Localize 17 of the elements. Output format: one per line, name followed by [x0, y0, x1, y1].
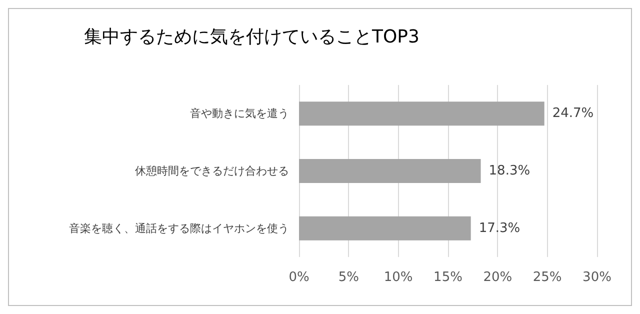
bar — [299, 159, 481, 183]
x-tick-label: 20% — [483, 270, 512, 285]
x-tick-label: 25% — [532, 270, 562, 285]
bar — [299, 102, 544, 126]
bar — [299, 216, 471, 240]
x-tick-label: 30% — [582, 270, 612, 285]
x-tick-label: 10% — [384, 270, 413, 285]
y-tick-label: 休憩時間をできるだけ合わせる — [135, 164, 289, 178]
data-label: 18.3% — [488, 164, 530, 178]
x-tick-label: 15% — [434, 270, 462, 285]
y-tick-label: 音や動きに気を遣う — [190, 107, 289, 120]
data-label: 17.3% — [478, 220, 520, 236]
x-tick-label: 5% — [338, 270, 359, 285]
chart-title: 集中するために気を付けていることTOP3 — [84, 26, 420, 48]
x-tick-label: 0% — [288, 270, 310, 285]
y-tick-label: 音楽を聴く、通話をする際はイヤホンを使う — [69, 222, 289, 235]
data-label: 24.7% — [552, 106, 594, 122]
